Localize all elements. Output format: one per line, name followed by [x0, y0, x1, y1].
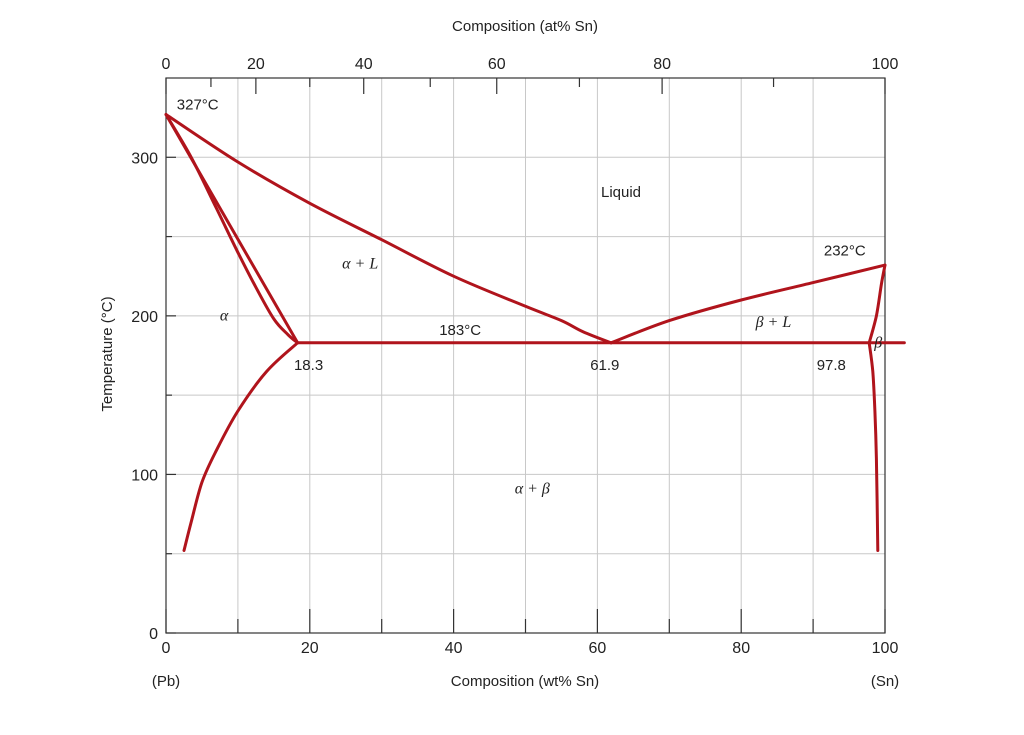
axis-ticks: 0 20 40 60 80 100 0 20 40 60 80 100 0 100 200 300 — [131, 56, 898, 657]
x-tick-label: 40 — [445, 640, 463, 657]
axis-labels: Composition (wt% Sn) Composition (at% Sn… — [99, 18, 899, 690]
y-axis-title: Temperature (°C) — [99, 296, 116, 411]
phase-boundary-2 — [164, 113, 300, 345]
phase-boundary-8 — [867, 341, 880, 552]
y-tick-label: 200 — [131, 309, 158, 326]
x-tick-label: 0 — [162, 640, 171, 657]
x2-tick-label: 60 — [488, 56, 506, 73]
x-tick-label: 20 — [301, 640, 319, 657]
annotation-label: α + L — [342, 255, 378, 272]
annotation-label: α + β — [515, 480, 550, 497]
phase-boundary-3 — [164, 113, 613, 345]
x-axis-title: Composition (wt% Sn) — [451, 673, 599, 690]
x-end-label-right: (Sn) — [871, 673, 899, 690]
x-tick-label: 100 — [872, 640, 899, 657]
annotation-label: 232°C — [824, 243, 866, 260]
x2-axis-title: Composition (at% Sn) — [452, 18, 598, 35]
annotation-label: 61.9 — [590, 357, 619, 374]
x-tick-label: 80 — [732, 640, 750, 657]
annotation-label: 327°C — [177, 97, 219, 114]
annotations: 327°C Liquid 232°C α + L α 183°C β + L β 18.3 61.… — [177, 97, 882, 498]
phase-boundary-7 — [182, 341, 300, 552]
x2-tick-label: 80 — [653, 56, 671, 73]
x2-tick-label: 0 — [162, 56, 171, 73]
phase-boundaries — [164, 113, 906, 552]
annotation-label: 183°C — [439, 322, 481, 339]
phase-boundary-5 — [867, 263, 887, 345]
x-tick-label: 60 — [589, 640, 607, 657]
annotation-label: 97.8 — [817, 357, 846, 374]
x2-tick-label: 40 — [355, 56, 373, 73]
annotation-label: Liquid — [601, 184, 641, 201]
y-tick-label: 100 — [131, 467, 158, 484]
y-tick-label: 300 — [131, 150, 158, 167]
annotation-label: β — [873, 335, 882, 352]
annotation-label: α — [220, 308, 229, 325]
grid — [166, 78, 885, 633]
x2-tick-label: 20 — [247, 56, 265, 73]
y-tick-label: 0 — [149, 626, 158, 643]
annotation-label: 18.3 — [294, 357, 323, 374]
x-end-label-left: (Pb) — [152, 673, 180, 690]
phase-boundary-4 — [609, 263, 887, 345]
x2-tick-label: 100 — [872, 56, 899, 73]
annotation-label: β + L — [755, 314, 792, 331]
